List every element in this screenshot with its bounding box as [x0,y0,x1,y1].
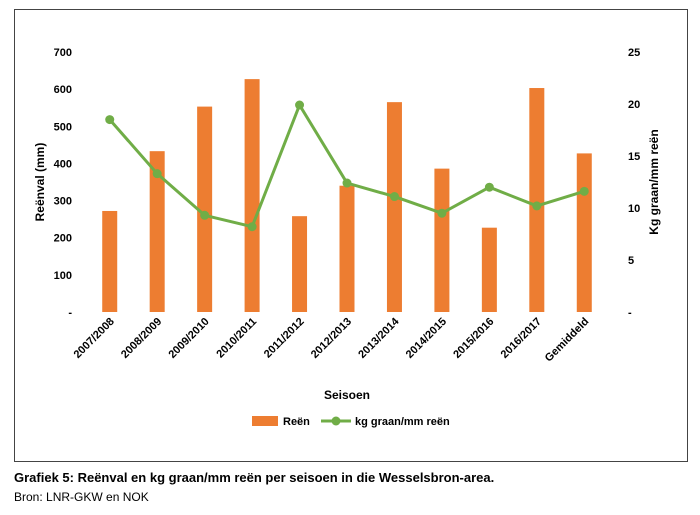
chart-source: Bron: LNR-GKW en NOK [14,490,149,504]
bar [102,210,118,312]
y-tick-label: 700 [54,47,72,59]
y-axis-title: Reënval (mm) [33,143,47,222]
x-tick-label: 2009/2010 [167,316,212,361]
chart-caption: Grafiek 5: Reënval en kg graan/mm reën p… [14,470,495,485]
y-tick-label: 500 [54,121,72,133]
bar [481,227,497,312]
x-tick-label: 2015/2016 [451,316,496,361]
legend-label-reen: Reën [283,416,310,428]
line-point [152,169,162,179]
x-tick-label: 2014/2015 [404,316,449,361]
y2-tick-label: 15 [628,151,640,163]
y2-tick-label: 10 [628,203,640,215]
y2-tick-label: 25 [628,47,640,59]
line-point [105,115,115,125]
line-point [484,182,494,192]
bar [292,216,308,312]
bar [576,153,592,312]
y2-tick-label: - [628,307,632,319]
y-tick-label: 100 [54,270,72,282]
legend-bar-swatch [252,416,278,426]
y-tick-label: 200 [54,233,72,245]
bar [244,79,260,312]
line-point [437,208,447,218]
combo-chart: - 100 200 300 400 500 600 700 - 5 10 15 20 25 2007/200… [33,47,661,428]
bar [197,106,213,312]
x-tick-label: 2008/2009 [119,316,164,361]
line-point [247,222,257,232]
y-tick-label: 600 [54,84,72,96]
line-point [200,210,210,220]
x-axis-title: Seisoen [324,388,370,402]
bar [339,185,355,312]
y-tick-label: 300 [54,196,72,208]
y2-tick-label: 20 [628,99,640,111]
line-point [295,100,305,110]
x-tick-label: 2007/2008 [72,316,117,361]
bar [434,168,450,312]
x-tick-label: 2010/2011 [214,316,259,361]
x-tick-label: Gemiddeld [543,316,592,365]
y2-tick-label: 5 [628,255,634,267]
legend-line-marker [331,416,341,426]
chart-frame [14,9,688,462]
y-tick-label: 400 [54,158,72,170]
line-point [532,201,542,211]
x-tick-label: 2016/2017 [499,316,544,361]
bar [149,151,165,312]
line-point [389,192,399,202]
x-tick-label: 2013/2014 [356,315,402,361]
y-tick-label: - [68,307,72,319]
line-point [579,186,589,196]
x-tick-label: 2012/2013 [309,316,354,361]
bar [529,88,545,313]
line-point [342,178,352,188]
y2-axis-title: Kg graan/mm reën [647,129,661,234]
x-tick-label: 2011/2012 [262,316,307,361]
bar [386,102,402,313]
legend-label-kg: kg graan/mm reën [355,416,450,428]
